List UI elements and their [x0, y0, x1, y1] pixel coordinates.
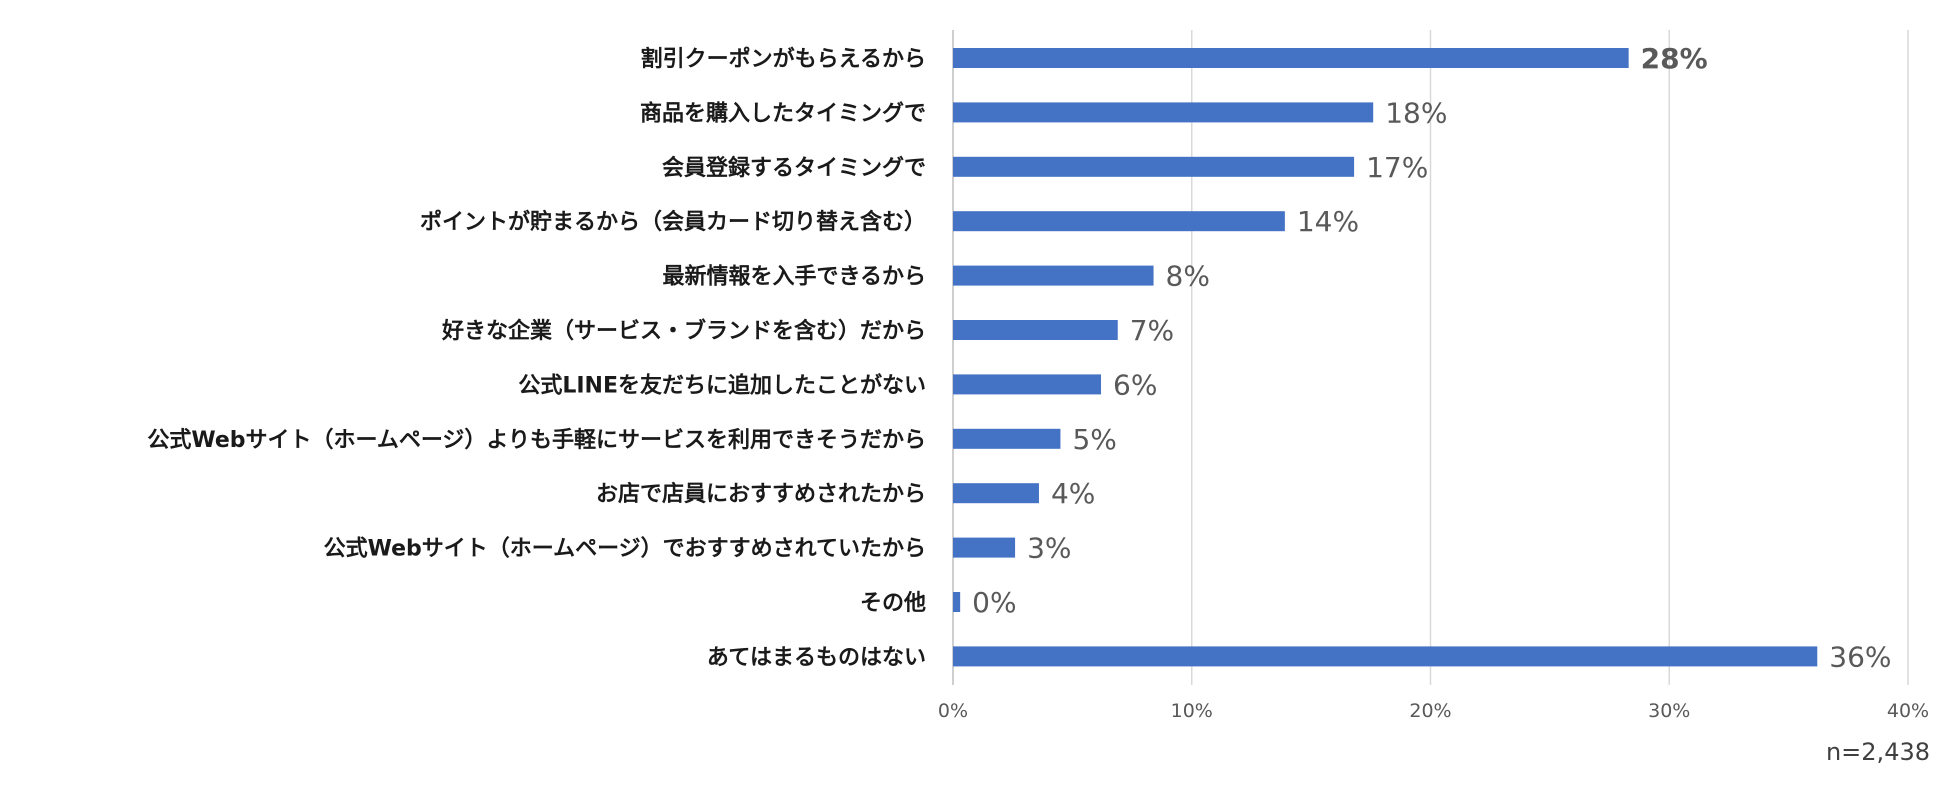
bar [953, 156, 1355, 177]
category-labels: 割引クーポンがもらえるから商品を購入したタイミングで会員登録するタイミングでポイ… [147, 46, 926, 670]
sample-size-note: n=2,438 [1825, 738, 1930, 766]
value-label: 36% [1829, 640, 1891, 673]
category-label: 最新情報を入手できるから [662, 264, 926, 290]
category-label: 商品を購入したタイミングで [640, 100, 926, 126]
x-tick-label: 30% [1648, 700, 1690, 722]
value-label: 6% [1113, 368, 1157, 401]
bars [953, 48, 1818, 667]
value-label: 7% [1130, 314, 1174, 347]
category-label: 公式Webサイト（ホームページ）でおすすめされていたから [324, 537, 926, 562]
bar [953, 320, 1118, 340]
category-label: お店で店員におすすめされたから [596, 482, 926, 507]
value-label: 17% [1366, 151, 1428, 184]
x-tick-label: 0% [938, 700, 968, 722]
category-label: 公式Webサイト（ホームページ）よりも手軽にサービスを利用できそうだから [147, 427, 926, 453]
category-label: あてはまるものはない [707, 645, 926, 670]
value-label: 5% [1072, 423, 1116, 456]
value-label: 14% [1297, 205, 1359, 238]
category-label: 好きな企業（サービス・ブランドを含む）だから [441, 318, 926, 344]
category-label: 会員登録するタイミングで [662, 155, 926, 181]
x-tick-label: 40% [1887, 700, 1929, 722]
value-label: 4% [1051, 477, 1095, 510]
category-label: 公式LINEを友だちに追加したことがない [518, 372, 926, 398]
x-axis-ticks: 0% 10% 20% 30% 40% [938, 700, 1929, 722]
bar [953, 537, 1016, 558]
category-label: ポイントが貯まるから（会員カード切り替え含む） [420, 209, 926, 235]
category-label: 割引クーポンがもらえるから [641, 46, 926, 72]
value-label: 18% [1385, 96, 1447, 129]
bar-chart: 割引クーポンがもらえるから商品を購入したタイミングで会員登録するタイミングでポイ… [147, 30, 1929, 722]
bar [953, 102, 1374, 123]
value-label: 28% [1641, 42, 1708, 75]
bar [953, 483, 1039, 504]
value-label: 8% [1166, 260, 1210, 293]
category-label: その他 [860, 591, 926, 616]
bar [953, 48, 1629, 68]
bar [953, 646, 1818, 667]
value-label: 0% [972, 586, 1016, 619]
bar [953, 428, 1061, 449]
x-tick-label: 10% [1171, 700, 1213, 722]
bar [953, 265, 1154, 286]
value-label: 3% [1027, 532, 1071, 565]
bar [953, 211, 1285, 232]
bar [953, 374, 1102, 395]
x-tick-label: 20% [1409, 700, 1451, 722]
value-labels: 28% 18% 17%14% 8% 7% 6% 5% 4% 3% 0% 36% [972, 42, 1891, 673]
gridlines [952, 30, 1909, 685]
bar [953, 592, 961, 612]
